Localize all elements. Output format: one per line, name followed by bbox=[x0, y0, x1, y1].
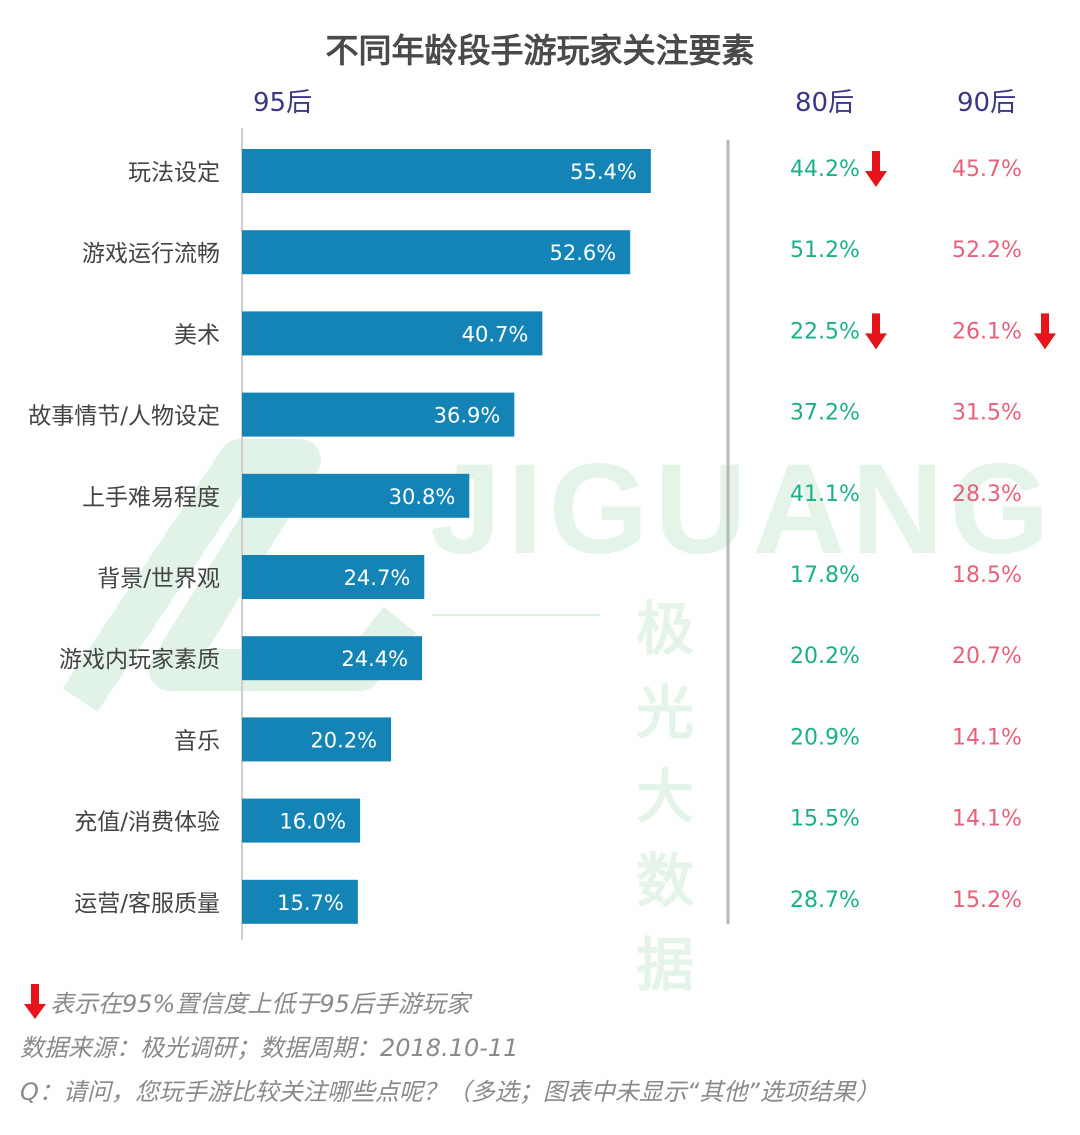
question-note: Q：请问，您玩手游比较关注哪些点呢？（多选；图表中未显示“其他”选项结果） bbox=[20, 1078, 880, 1106]
value-90: 31.5% bbox=[952, 401, 1022, 426]
category-label: 上手难易程度 bbox=[82, 485, 220, 511]
bar-95-value: 52.6% bbox=[549, 241, 616, 265]
value-90: 26.1% bbox=[952, 319, 1022, 344]
bar-95-value: 16.0% bbox=[279, 810, 346, 834]
value-90: 14.1% bbox=[952, 725, 1022, 750]
bar-95-value: 30.8% bbox=[389, 485, 456, 509]
legend-down-arrow-icon bbox=[24, 984, 46, 1019]
down-arrow-icon bbox=[865, 151, 887, 187]
down-arrow-icon bbox=[865, 313, 887, 350]
value-90: 28.3% bbox=[952, 482, 1022, 507]
value-90: 14.1% bbox=[952, 807, 1022, 832]
bar-95 bbox=[242, 636, 423, 681]
value-80: 20.9% bbox=[790, 725, 860, 750]
value-80: 20.2% bbox=[790, 644, 860, 669]
value-90: 15.2% bbox=[952, 888, 1022, 913]
value-90: 20.7% bbox=[952, 644, 1022, 669]
bar-95 bbox=[242, 717, 392, 762]
value-90: 52.2% bbox=[952, 238, 1022, 263]
header-90: 90后 bbox=[957, 88, 1017, 118]
source-note: 数据来源：极光调研；数据周期：2018.10-11 bbox=[20, 1034, 519, 1062]
category-label: 运营/客服质量 bbox=[74, 891, 220, 917]
chart-title: 不同年龄段手游玩家关注要素 bbox=[325, 31, 755, 70]
category-label: 音乐 bbox=[174, 728, 220, 754]
bar-95 bbox=[242, 473, 470, 518]
bar-95-value: 24.4% bbox=[341, 647, 408, 671]
bar-95-value: 36.9% bbox=[434, 404, 501, 428]
value-80: 15.5% bbox=[790, 807, 860, 832]
bar-95 bbox=[242, 311, 543, 356]
category-label: 游戏内玩家素质 bbox=[59, 647, 220, 673]
bar-95-value: 15.7% bbox=[277, 891, 344, 915]
value-80: 22.5% bbox=[790, 319, 860, 344]
bar-95 bbox=[242, 230, 631, 275]
category-label: 背景/世界观 bbox=[97, 566, 220, 592]
value-90: 18.5% bbox=[952, 563, 1022, 588]
bar-95-value: 55.4% bbox=[570, 160, 637, 184]
category-label: 美术 bbox=[174, 322, 220, 348]
bar-95 bbox=[242, 392, 515, 437]
bar-95 bbox=[242, 555, 425, 599]
value-80: 17.8% bbox=[790, 563, 860, 588]
bar-95 bbox=[242, 798, 361, 843]
category-label: 玩法设定 bbox=[128, 160, 220, 186]
value-80: 28.7% bbox=[790, 888, 860, 913]
value-80: 37.2% bbox=[790, 401, 860, 426]
category-label: 充值/消费体验 bbox=[74, 810, 220, 836]
bar-95-value: 40.7% bbox=[462, 322, 529, 346]
down-arrow-icon bbox=[1034, 313, 1056, 350]
category-label: 游戏运行流畅 bbox=[82, 241, 220, 267]
value-80: 41.1% bbox=[790, 482, 860, 507]
header-80: 80后 bbox=[795, 88, 855, 118]
bar-95 bbox=[242, 149, 651, 193]
legend-note: 表示在95%置信度上低于95后手游玩家 bbox=[50, 990, 470, 1018]
bar-chart: 玩法设定 55.4% 44.2% 45.7% 游戏运行流畅 52.6% 51.2% 52.2%… bbox=[28, 128, 1056, 940]
bar-95 bbox=[242, 879, 358, 924]
value-90: 45.7% bbox=[952, 157, 1022, 182]
header-95: 95后 bbox=[253, 88, 313, 118]
value-80: 51.2% bbox=[790, 238, 860, 263]
bar-95-value: 20.2% bbox=[310, 728, 377, 752]
value-80: 44.2% bbox=[790, 157, 860, 182]
category-label: 故事情节/人物设定 bbox=[28, 404, 220, 430]
bar-95-value: 24.7% bbox=[344, 566, 411, 590]
